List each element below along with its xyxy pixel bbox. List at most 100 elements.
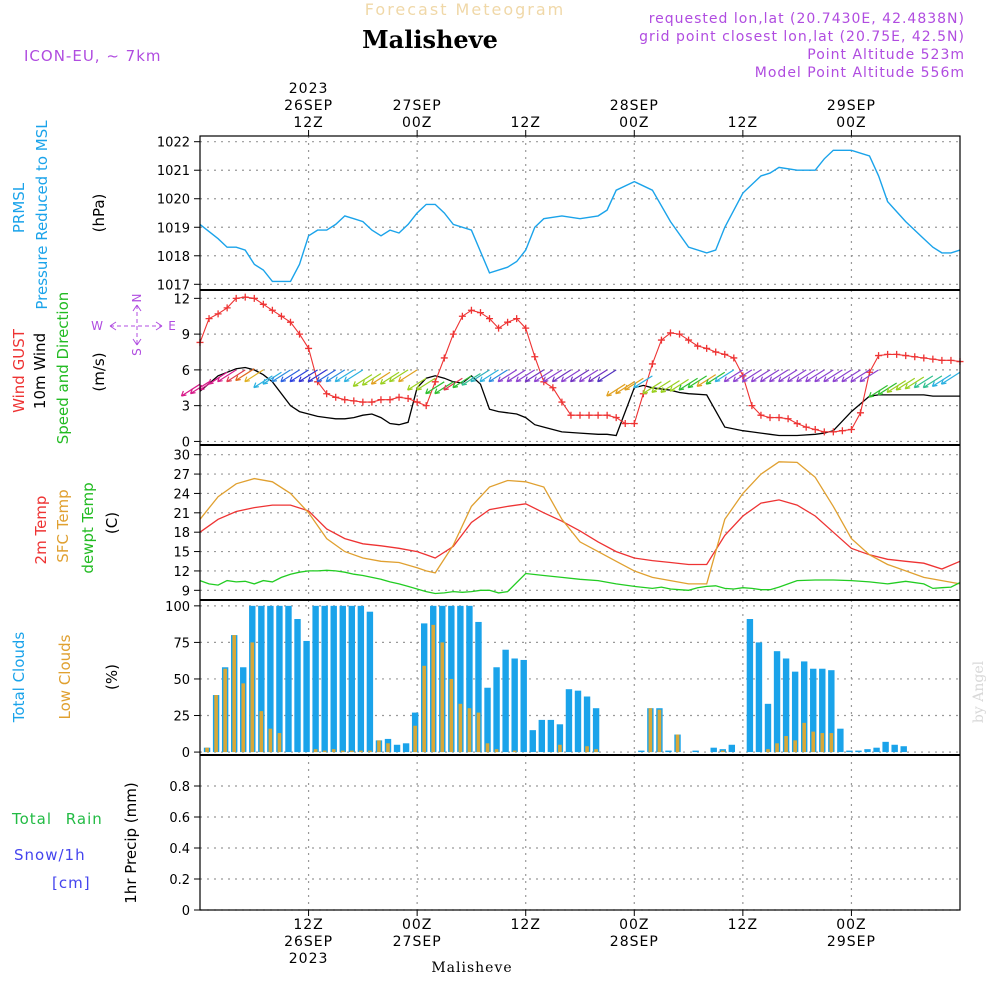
gust-marker-11 [296, 330, 304, 338]
ytick-label-3: 9 [182, 328, 190, 343]
low-cloud-bar-42 [585, 746, 589, 753]
total-cloud-bar-11 [303, 640, 310, 753]
wind-barb-62 [741, 369, 762, 383]
ytick-label-4: 100 [165, 600, 190, 615]
total-cloud-bar-31 [484, 687, 491, 753]
ytick-label-1: 0.2 [169, 873, 190, 888]
gust-marker-46 [612, 414, 620, 422]
model-label: ICON-EU, ~ 7km [24, 47, 162, 65]
ylabel-pressure-msl: Pressure Reduced to MSL [33, 120, 51, 310]
wind-barb-35 [497, 369, 517, 383]
wind-barb-76 [868, 384, 888, 398]
low-cloud-bar-20 [386, 743, 390, 753]
ytick-label-6: 27 [173, 468, 190, 483]
temp-line [199, 499, 961, 570]
low-cloud-bar-12 [313, 749, 318, 753]
wind-barb-33 [479, 369, 499, 383]
low-cloud-bar-23 [413, 725, 417, 753]
wind-barb-15 [316, 369, 337, 383]
top-time-label-5-1: 00Z [836, 115, 866, 131]
gust-marker-43 [585, 411, 593, 419]
ytick-label-0: 0 [182, 904, 190, 919]
total-cloud-bar-32 [493, 667, 500, 753]
total-cloud-bar-33 [502, 649, 509, 753]
gust-marker-52 [666, 329, 674, 337]
panel-temperature: 9 12 15 18 21 24 27 30 [173, 445, 961, 600]
gust-marker-2 [214, 310, 222, 318]
total-cloud-bar-30 [475, 621, 482, 753]
wind-barb-16 [325, 369, 346, 383]
wind-labels: Wind GUST 10m Wind Speed and Direction (… [10, 292, 176, 445]
total-cloud-bar-6 [258, 605, 265, 753]
gust-marker-59 [730, 354, 738, 362]
low-cloud-bar-13 [322, 750, 327, 753]
gust-marker-30 [467, 306, 475, 314]
gust-marker-25 [422, 402, 430, 410]
gust-marker-83 [947, 356, 955, 364]
wind-barb-79 [895, 377, 916, 391]
ytick-label-0: 0 [182, 435, 190, 450]
low-cloud-bar-3 [232, 635, 236, 753]
total-cloud-bar-21 [393, 744, 401, 753]
total-cloud-bar-7 [267, 605, 274, 753]
gust-marker-40 [558, 398, 566, 406]
gust-marker-81 [929, 355, 937, 363]
wind-barb-0 [180, 383, 201, 397]
credit-watermark: by Angel [971, 660, 987, 723]
ylabel-10m-wind: 10m Wind [31, 333, 49, 409]
plot-frame [199, 135, 961, 911]
total-cloud-bar-36 [529, 730, 536, 753]
total-cloud-bar-62 [764, 703, 772, 753]
wind-barb-59 [714, 369, 735, 383]
wind-barb-41 [551, 369, 572, 383]
bottom-time-label-0-2: 2023 [289, 951, 329, 967]
ylabel-prmsl: PRMSL [10, 182, 28, 233]
gust-marker-22 [395, 393, 403, 401]
low-cloud-bar-27 [449, 678, 454, 753]
gust-marker-14 [323, 390, 331, 398]
ytick-label-1: 3 [182, 400, 190, 415]
gust-marker-15 [332, 393, 340, 401]
top-time-label-0-1: 26SEP [284, 98, 333, 114]
bottom-time-label-2-0: 12Z [511, 917, 541, 933]
low-cloud-bar-49 [648, 708, 653, 753]
wind-barb-66 [778, 369, 798, 383]
unit-percent: (%) [103, 664, 121, 690]
wind-barb-43 [569, 369, 590, 383]
gust-marker-17 [350, 397, 358, 405]
wind-barb-6 [235, 368, 255, 382]
low-cloud-bar-14 [331, 749, 336, 753]
gust-marker-61 [748, 402, 756, 410]
gust-marker-5 [241, 293, 249, 301]
total-cloud-bar-72 [855, 750, 862, 753]
low-cloud-bar-66 [802, 722, 806, 753]
wind-barb-11 [280, 369, 300, 383]
wind-barb-48 [615, 381, 635, 395]
gust-marker-66 [793, 420, 801, 428]
low-cloud-bar-16 [350, 750, 354, 753]
top-time-label-1-0: 27SEP [393, 98, 442, 114]
total-cloud-bar-56 [710, 747, 717, 753]
gust-marker-70 [829, 428, 837, 436]
total-cloud-bar-10 [294, 619, 301, 753]
low-cloud-bar-63 [775, 743, 779, 753]
bottom-time-label-0-1: 26SEP [284, 934, 333, 950]
gust-marker-53 [676, 330, 684, 338]
footer-station: Malisheve [431, 960, 512, 976]
gust-marker-23 [404, 395, 412, 402]
top-time-label-5-0: 29SEP [827, 98, 876, 114]
gust-marker-6 [250, 294, 258, 302]
sfc-line [199, 461, 961, 585]
pressure-line [199, 149, 961, 283]
pressure-labels: PRMSL Pressure Reduced to MSL (hPa) [10, 120, 108, 310]
bottom-time-label-0-0: 12Z [293, 917, 323, 933]
total-cloud-bar-58 [728, 744, 736, 753]
total-cloud-bar-14 [330, 605, 337, 753]
low-cloud-bar-65 [793, 740, 797, 753]
gust-marker-72 [847, 426, 855, 433]
total-cloud-bar-61 [755, 642, 763, 753]
total-cloud-bar-63 [773, 651, 781, 753]
wind-barb-39 [533, 369, 554, 383]
total-cloud-bar-68 [819, 668, 826, 753]
